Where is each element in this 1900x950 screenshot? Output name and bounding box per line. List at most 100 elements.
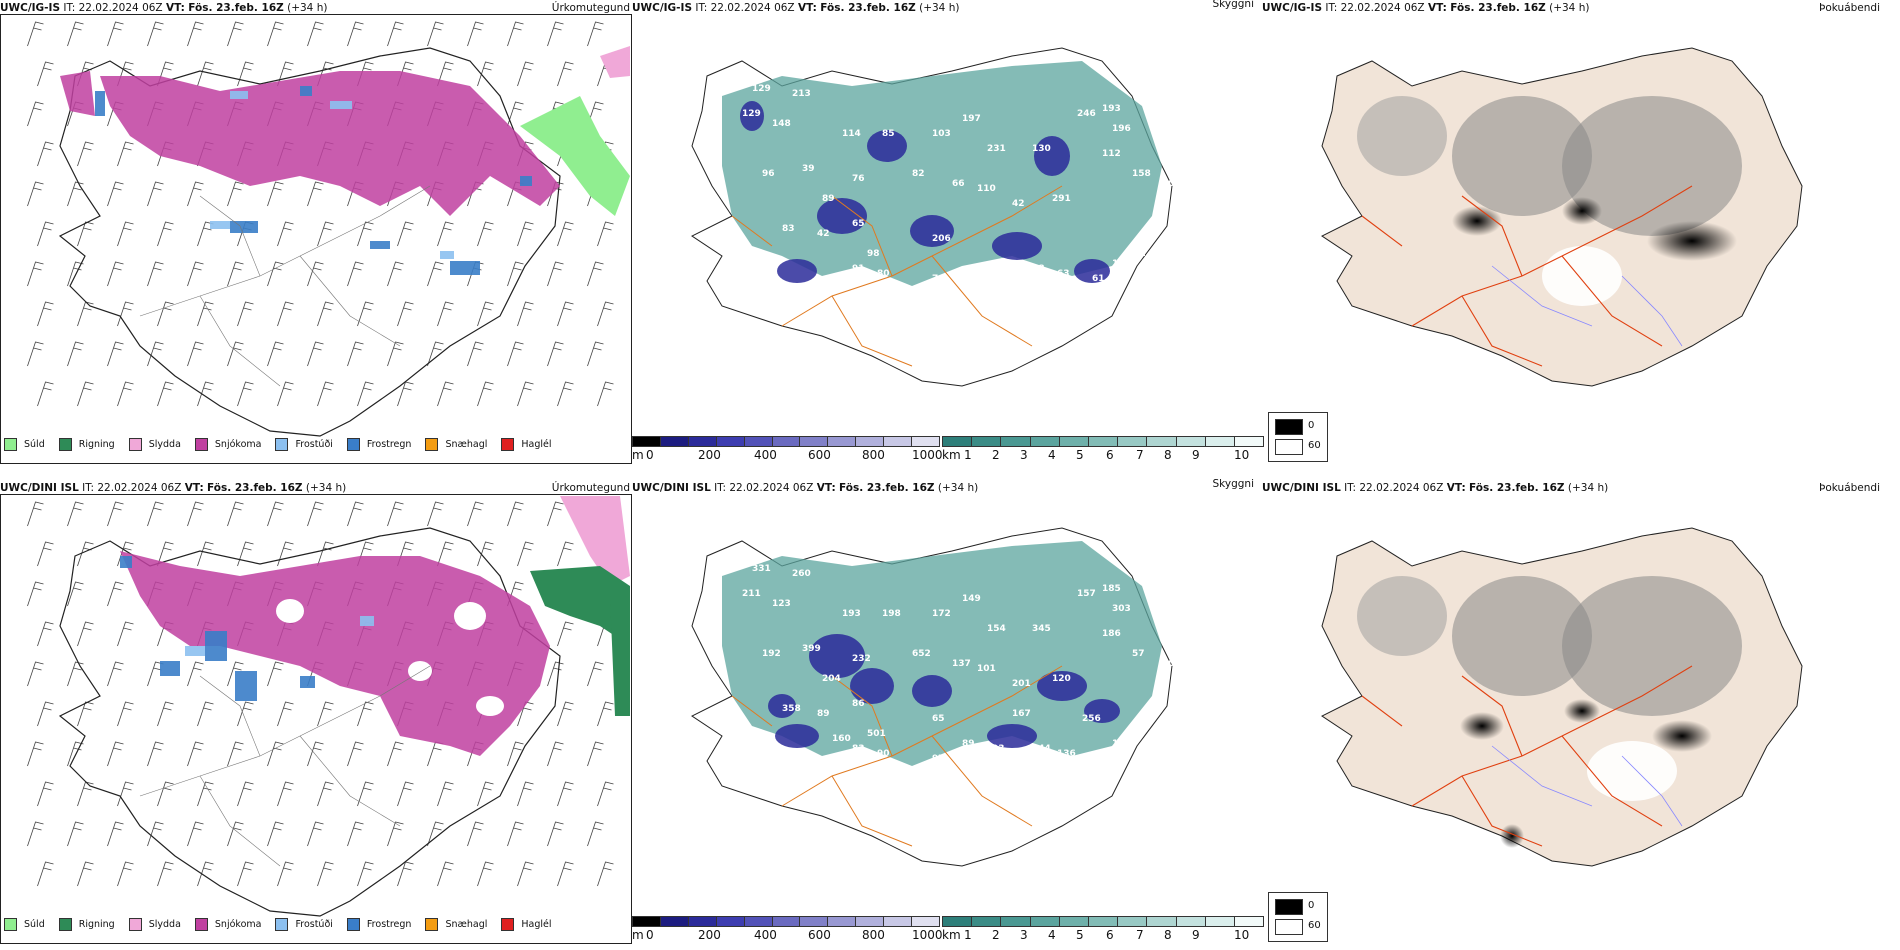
wind-barb [267, 181, 284, 207]
wind-barb [77, 861, 94, 887]
cloud-base-label: 83 [782, 224, 795, 234]
visibility-tick: 6 [1106, 448, 1114, 462]
wind-barb [307, 821, 324, 847]
model-name: UWC/DINI ISL [632, 482, 711, 494]
cloud-base-label: 204 [822, 674, 841, 684]
road-network [139, 665, 431, 867]
wind-barb [277, 221, 294, 247]
height-tick: 200 [698, 448, 721, 462]
wind-barb [507, 341, 524, 367]
wind-barb [27, 21, 44, 47]
wind-barb [77, 221, 94, 247]
wind-barb [237, 781, 254, 807]
visibility-region [722, 541, 1162, 766]
frost-patches [120, 556, 315, 701]
wind-barb [467, 501, 484, 527]
wind-barb [37, 861, 54, 887]
wind-barb [37, 221, 54, 247]
wind-barb [107, 21, 124, 47]
visibility-tick: 6 [1106, 928, 1114, 942]
cloud-base-label: 167 [1012, 709, 1031, 719]
wind-barb [107, 661, 124, 687]
wind-barb [147, 261, 164, 287]
wind-barb [27, 101, 44, 127]
visibility-tick: 9 [1192, 448, 1200, 462]
fog-legend: 0 60 [1268, 412, 1328, 462]
wind-barb [37, 621, 54, 647]
legend-label: Haglél [521, 919, 552, 930]
wind-barb [277, 861, 294, 887]
rain-band [530, 566, 630, 646]
wind-barb [197, 541, 214, 567]
wind-barb [37, 541, 54, 567]
colorbar-cell [1234, 437, 1264, 446]
visibility-tick: 9 [1192, 928, 1200, 942]
cloud-base-label: 260 [792, 569, 811, 579]
visibility-region [722, 61, 1162, 286]
cloud-base-label: 123 [772, 599, 791, 609]
it-value: 22.02.2024 06Z [1340, 2, 1425, 14]
wind-barb [307, 261, 324, 287]
wind-barb [267, 21, 284, 47]
lead-time: (+34 h) [919, 2, 960, 14]
wind-barb [307, 501, 324, 527]
wind-barb [77, 301, 94, 327]
cloud-base-label: 107 [1162, 179, 1181, 189]
wind-barb [317, 861, 334, 887]
wind-barb [27, 261, 44, 287]
colorbar-cell [1001, 917, 1031, 926]
wind-barb [517, 381, 534, 407]
colorbar-cell [1118, 437, 1148, 446]
road-network [731, 665, 1063, 847]
cloud-base-label: 196 [1112, 124, 1131, 134]
wind-barb [107, 741, 124, 767]
cloud-base-label: 406 [1172, 204, 1191, 214]
colorbar-cell [1118, 917, 1148, 926]
cloud-base-label: 168 [1112, 739, 1131, 749]
legend-swatch [346, 438, 360, 451]
visibility-colorbar-cells [942, 916, 1264, 927]
colorbar-cell [1059, 437, 1089, 446]
wind-barb [507, 501, 524, 527]
fog-title: Þokuábendi [1819, 482, 1880, 494]
fog-swatch-60 [1275, 919, 1303, 935]
cloud-base-label: 103 [932, 129, 951, 139]
colorbar-cell [1088, 917, 1119, 926]
colorbar-cell [744, 917, 773, 926]
wind-barb [437, 61, 454, 87]
cloud-base-label: 331 [752, 564, 771, 574]
cloud-base-label: 39 [802, 164, 815, 174]
precip-title: Úrkomutegund [551, 482, 630, 494]
wind-barb [147, 341, 164, 367]
wind-barb [197, 381, 214, 407]
legend-label: Frostúði [295, 439, 333, 450]
colorbar-cell [828, 437, 857, 446]
colorbar-cell [688, 437, 717, 446]
wind-barb [37, 301, 54, 327]
colorbar-cell [772, 917, 801, 926]
cloud-base-label: 160 [832, 734, 851, 744]
cloud-base-label: 652 [912, 649, 931, 659]
cloud-base-label: 86 [812, 759, 825, 769]
wind-barb [307, 21, 324, 47]
legend-swatch [501, 918, 515, 931]
legend-item: Súld [4, 918, 45, 931]
cloud-base-label: 197 [962, 114, 981, 124]
wind-barb [117, 381, 134, 407]
cloud-base-label: 206 [1162, 659, 1181, 669]
wind-barb [547, 261, 564, 287]
legend-item: Frostúði [275, 918, 333, 931]
wind-barb [347, 261, 364, 287]
wind-barb [27, 581, 44, 607]
wind-barb [67, 341, 84, 367]
fog-title: Þokuábendi [1819, 2, 1880, 14]
cloud-base-label: 148 [772, 119, 791, 129]
cloud-base-label: 97 [1127, 729, 1140, 739]
wind-barb [557, 861, 574, 887]
cloud-base-label: 89 [822, 194, 835, 204]
cloud-base-label: 198 [882, 609, 901, 619]
colorbar-cell [884, 437, 913, 446]
wind-barb [437, 861, 454, 887]
height-colorbar-cells [632, 916, 940, 927]
legend-swatch [58, 918, 72, 931]
